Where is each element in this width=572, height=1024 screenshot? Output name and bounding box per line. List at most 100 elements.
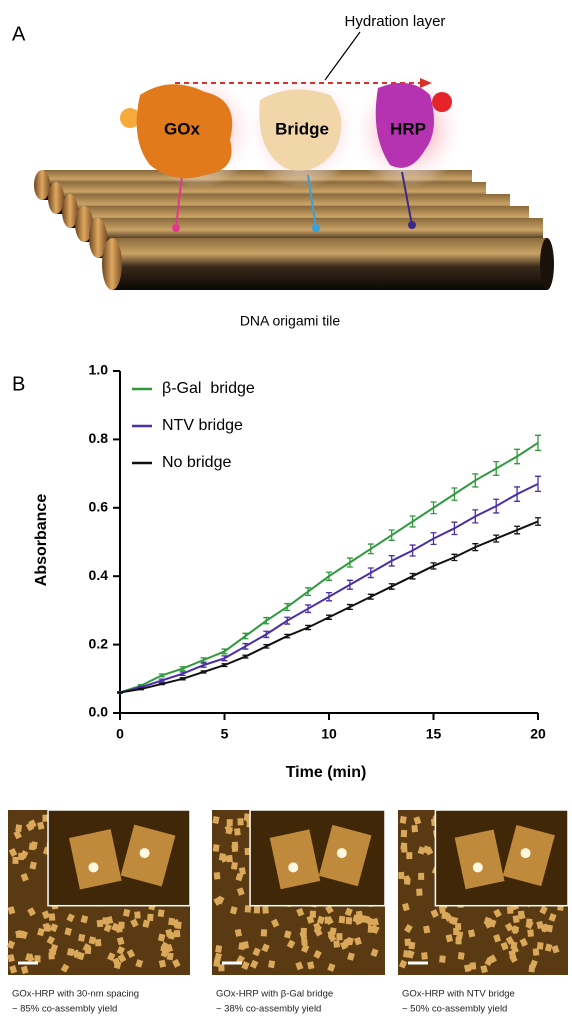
origami-tile-dot xyxy=(500,941,509,951)
origami-tile-dot xyxy=(116,945,126,955)
origami-tile-dot xyxy=(418,872,425,880)
origami-tile-dot xyxy=(29,861,37,870)
origami-tile-dot xyxy=(8,847,18,857)
origami-tile-dot xyxy=(270,918,280,928)
origami-tile-dot xyxy=(226,854,233,863)
origami-tile-dot xyxy=(296,907,305,917)
origami-tile-dot xyxy=(234,828,241,836)
origami-tile-dot xyxy=(493,933,502,943)
origami-tile-dot xyxy=(41,910,50,920)
origami-tile-dot xyxy=(229,906,238,915)
origami-tile-dot xyxy=(344,907,353,917)
origami-tile-dot xyxy=(313,949,322,959)
origami-tile-dot xyxy=(20,872,29,882)
origami-tile-dot xyxy=(260,929,268,937)
origami-tile-dot xyxy=(167,931,176,940)
origami-tile-dot xyxy=(88,936,97,945)
origami-tile-dot xyxy=(408,941,416,950)
y-tick-label: 0.4 xyxy=(89,567,109,583)
proteins: GOx Bridge HRP xyxy=(120,72,466,232)
origami-tile-dot xyxy=(135,959,144,968)
origami-tile-dot xyxy=(309,910,316,918)
origami-tile-dot xyxy=(493,908,502,918)
origami-tile-dot xyxy=(299,931,308,940)
inset-protein xyxy=(472,862,483,873)
origami-tile-dot xyxy=(147,913,154,922)
annotation-arrow xyxy=(324,31,361,81)
origami-tile-dot xyxy=(111,922,120,932)
afm-images: GOx-HRP with 30-nm spacing ~ 85% co-assem… xyxy=(6,809,569,1015)
origami-tile-dot xyxy=(404,924,413,934)
origami-tile-dot xyxy=(213,896,222,906)
origami-tile-dot xyxy=(398,871,405,880)
origami-tile-dot xyxy=(224,824,234,834)
origami-tile-dot xyxy=(525,920,534,930)
origami-tile-dot xyxy=(116,936,125,946)
image-caption: ~ 38% co-assembly yield xyxy=(216,1004,321,1015)
origami-tile-dot xyxy=(484,957,494,967)
origami-tile-dot xyxy=(253,906,261,914)
origami-tile-dot xyxy=(235,872,244,882)
origami-tile-dot xyxy=(28,842,36,851)
origami-tile-dot xyxy=(46,935,56,945)
origami-tile-dot xyxy=(430,909,439,919)
y-tick-label: 0.2 xyxy=(89,635,109,651)
origami-tile-dot xyxy=(283,930,292,939)
origami-tile-dot xyxy=(103,923,112,933)
origami-tile-dot xyxy=(365,917,375,927)
origami-tile-dot xyxy=(398,959,408,969)
origami-tile-dot xyxy=(400,829,408,838)
origami-tile-dot xyxy=(336,933,343,941)
origami-tile-dot xyxy=(78,933,86,942)
image-caption: ~ 50% co-assembly yield xyxy=(402,1004,507,1015)
y-tick-label: 1.0 xyxy=(89,362,109,378)
origami-tile-dot xyxy=(105,916,114,925)
origami-tile-dot xyxy=(212,844,220,852)
origami-tile-dot xyxy=(261,943,270,953)
origami-tile-dot xyxy=(504,922,514,932)
origami-tile-dot xyxy=(421,952,428,960)
protein-label: Bridge xyxy=(275,119,329,138)
origami-tile-dot xyxy=(226,819,233,827)
origami-tile-dot xyxy=(295,961,304,971)
origami-tile-dot xyxy=(527,929,534,937)
panel-label: A xyxy=(12,23,26,45)
origami-tile-dot xyxy=(9,965,18,974)
origami-tile-dot xyxy=(445,934,454,943)
image-caption: ~ 85% co-assembly yield xyxy=(12,1004,117,1015)
origami-tile-dot xyxy=(66,947,75,957)
inset-tile xyxy=(269,829,321,890)
origami-tile-dot xyxy=(113,960,122,970)
origami-tile-dot xyxy=(404,877,411,885)
y-tick-label: 0.6 xyxy=(89,499,109,515)
origami-tile-dot xyxy=(214,952,222,961)
origami-tile-dot xyxy=(6,940,16,950)
origami-tile-dot xyxy=(107,952,116,962)
origami-tile-dot xyxy=(157,909,165,918)
origami-tile-dot xyxy=(60,963,70,973)
origami-tile-dot xyxy=(20,965,29,975)
legend-label: β-Gal bridge xyxy=(162,380,255,397)
origami-tile-dot xyxy=(66,913,75,923)
origami-tile-dot xyxy=(231,844,239,853)
inset-protein xyxy=(288,862,299,873)
origami-tile-dot xyxy=(42,814,49,822)
origami-tile-dot xyxy=(173,929,181,938)
origami-tile-dot xyxy=(399,815,407,824)
origami-tile-dot xyxy=(15,824,23,833)
origami-tile-dot xyxy=(122,908,131,917)
origami-tile-dot xyxy=(172,958,181,968)
origami-tile xyxy=(34,170,554,290)
origami-tile-dot xyxy=(174,921,182,930)
origami-tile-dot xyxy=(324,916,331,924)
origami-tile-dot xyxy=(7,906,16,915)
origami-tile-dot xyxy=(134,911,141,919)
origami-tile-dot xyxy=(34,955,41,963)
origami-tile-dot xyxy=(262,906,269,914)
origami-tile-dot xyxy=(343,937,352,947)
origami-tile-dot xyxy=(238,867,246,876)
inset-tile xyxy=(454,829,505,890)
x-axis-title: Time (min) xyxy=(286,764,367,781)
series-line xyxy=(119,441,539,694)
